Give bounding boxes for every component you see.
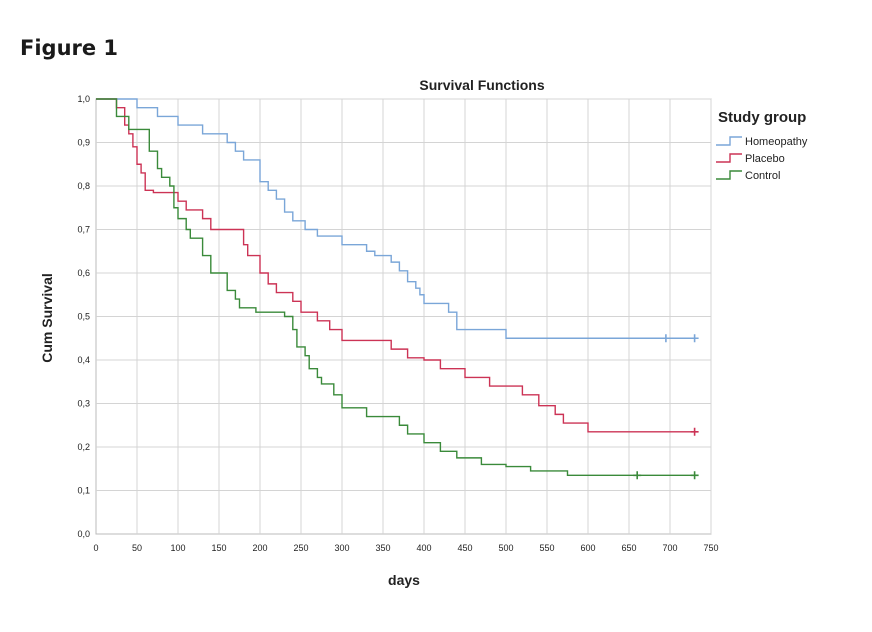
y-tick-label: 0,8	[77, 181, 90, 191]
legend-swatch	[716, 136, 742, 146]
censor-mark	[690, 334, 699, 343]
series-line-placebo	[96, 98, 695, 433]
x-tick-label: 50	[132, 543, 142, 553]
x-tick-label: 500	[498, 543, 513, 553]
legend-label: Homeopathy	[745, 136, 808, 148]
x-tick-label: 350	[375, 543, 390, 553]
x-tick-label: 550	[539, 543, 554, 553]
x-axis-title: days	[388, 572, 420, 588]
x-tick-label: 0	[93, 543, 98, 553]
series-lines	[96, 98, 699, 480]
y-tick-label: 0,1	[77, 486, 90, 496]
y-tick-label: 0,9	[77, 138, 90, 148]
censor-mark	[661, 334, 670, 343]
x-tick-label: 200	[252, 543, 267, 553]
y-tick-label: 0,0	[77, 529, 90, 539]
y-tick-label: 0,2	[77, 442, 90, 452]
x-tick-label: 300	[334, 543, 349, 553]
legend: Study group Homeopathy Placebo Control	[716, 109, 808, 182]
legend-label: Placebo	[745, 153, 785, 165]
censor-mark	[690, 427, 699, 436]
x-tick-label: 250	[293, 543, 308, 553]
y-tick-label: 0,5	[77, 312, 90, 322]
x-tick-label: 600	[580, 543, 595, 553]
y-tick-label: 0,3	[77, 399, 90, 409]
legend-swatch	[716, 153, 742, 163]
censor-mark	[633, 471, 642, 480]
tick-labels: 0 50 100 150 200 250 300 350 400 450 500 550 600 650 7…	[77, 94, 718, 553]
y-tick-label: 0,7	[77, 225, 90, 235]
figure-heading: Figure 1	[20, 36, 119, 60]
censor-mark	[690, 471, 699, 480]
x-tick-label: 650	[621, 543, 636, 553]
series-line-homeopathy	[96, 98, 695, 339]
x-tick-label: 150	[211, 543, 226, 553]
x-tick-label: 750	[703, 543, 718, 553]
legend-title: Study group	[718, 109, 806, 126]
series-line-control	[96, 98, 695, 476]
x-tick-label: 450	[457, 543, 472, 553]
legend-swatch	[716, 170, 742, 180]
y-tick-label: 1,0	[77, 94, 90, 104]
y-axis-title: Cum Survival	[39, 273, 55, 362]
y-tick-label: 0,6	[77, 268, 90, 278]
x-tick-label: 700	[662, 543, 677, 553]
chart-title: Survival Functions	[419, 77, 544, 93]
x-tick-label: 100	[170, 543, 185, 553]
x-tick-label: 400	[416, 543, 431, 553]
y-tick-label: 0,4	[77, 355, 90, 365]
grid	[95, 98, 712, 535]
legend-label: Control	[745, 170, 780, 182]
